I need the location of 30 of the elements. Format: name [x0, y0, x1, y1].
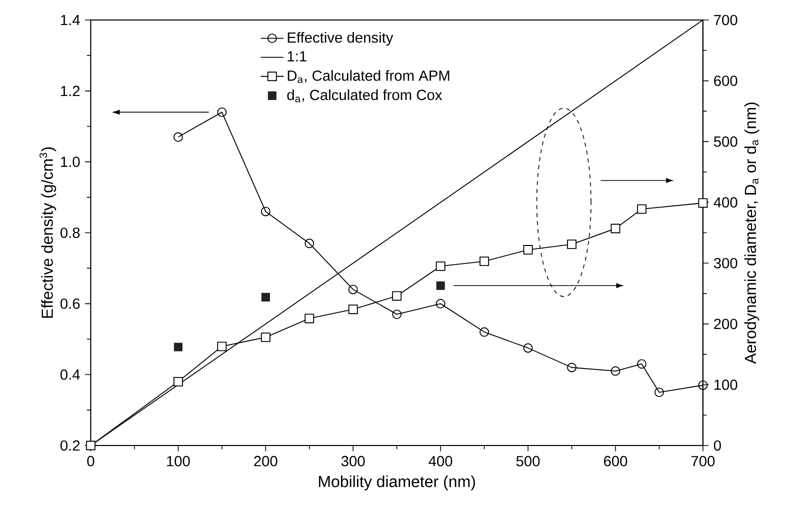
x-tick-label: 100: [167, 456, 190, 467]
y-tick-label: 0.2: [60, 440, 80, 451]
y-tick-label: 0.8: [60, 228, 80, 238]
legend-label: D$_{a}$, Calculated from APM: [288, 70, 450, 84]
legend-label: d$_{a}$, Calculated from Cox: [287, 90, 442, 103]
legend-label: 1:1: [288, 52, 306, 62]
x-tick-label: 200: [254, 456, 278, 467]
x-tick-label: 500: [516, 456, 540, 467]
y2-tick-label: 0: [714, 440, 721, 451]
y-tick-label: 0.4: [60, 370, 80, 380]
y2-tick-label: 700: [714, 15, 738, 26]
y2-tick-label: 100: [714, 380, 738, 390]
y2-tick-label: 500: [714, 136, 738, 148]
y2-tick-label: 300: [714, 258, 738, 269]
x-tick-label: 600: [604, 456, 628, 467]
y2-tick-label: 600: [714, 76, 738, 86]
x-tick-label: 0: [87, 456, 94, 467]
y2-tick-label: 400: [714, 197, 738, 208]
y-tick-label: 1.4: [61, 15, 80, 26]
y2-axis-title: Aerodynamic diameter, D$_{a}$ or d$_{a}$ (nm): [744, 102, 760, 364]
y-tick-label: 1.0: [61, 156, 80, 168]
y-axis-title: Effective density (g/cm$^{3}$): [40, 148, 56, 318]
x-tick-label: 300: [341, 456, 365, 467]
x-axis-title: Mobility diameter (nm): [318, 476, 475, 491]
y-tick-label: 1.2: [61, 86, 80, 96]
x-tick-label: 400: [428, 456, 452, 467]
x-tick-label: 700: [691, 456, 715, 467]
legend-label: Effective density: [288, 32, 394, 46]
y-tick-label: 0.6: [60, 298, 80, 310]
y2-tick-label: 200: [714, 318, 738, 330]
